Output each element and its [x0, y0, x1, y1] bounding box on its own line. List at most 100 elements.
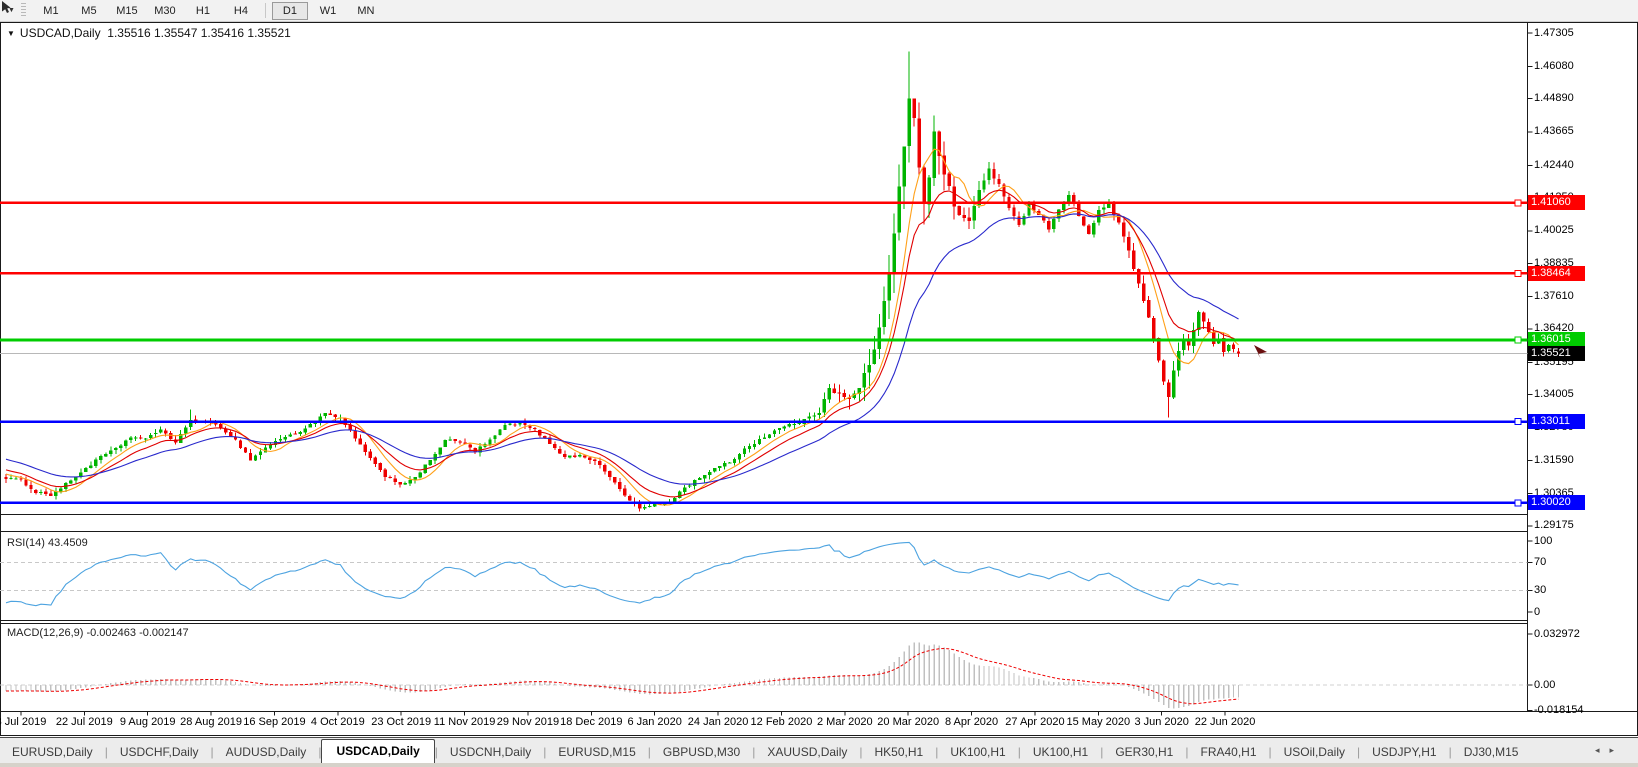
rsi-tick-label: 30: [1534, 584, 1547, 597]
macd-signal-line: [6, 647, 1239, 705]
tab-separator: |: [1356, 745, 1361, 759]
price-tick-label: 1.36420: [1534, 322, 1574, 335]
tab-scroll-left-icon[interactable]: ◂: [1594, 745, 1610, 755]
timeframe-button-m15[interactable]: M15: [116, 4, 138, 17]
tab-eurusd-m15[interactable]: EURUSD,M15: [558, 745, 636, 759]
date-tick-label: 11 Nov 2019: [433, 716, 496, 728]
tab-separator: |: [647, 745, 651, 759]
date-tick-label: 8 Apr 2020: [944, 716, 999, 728]
symbol-dropdown-icon[interactable]: ▼: [7, 29, 15, 38]
hline-price-label: 1.38464: [1528, 265, 1585, 281]
tab-eurusd-daily[interactable]: EURUSD,Daily: [12, 745, 93, 759]
tab-hk50-h1[interactable]: HK50,H1: [874, 745, 924, 759]
macd-tick-label: 0.032972: [1534, 627, 1580, 640]
tab-separator: |: [1268, 745, 1272, 759]
timeframe-button-d1[interactable]: D1: [271, 1, 308, 20]
date-tick-label: 12 Feb 2020: [750, 716, 813, 728]
tab-fra40-h1[interactable]: FRA40,H1: [1200, 745, 1257, 759]
chart-symbol-period: USDCAD,Daily: [19, 26, 101, 40]
timeframe-button-h1[interactable]: H1: [195, 4, 210, 17]
date-tick-label: 23 Oct 2019: [371, 716, 432, 728]
timeframe-button-h4[interactable]: H4: [233, 4, 248, 17]
tab-separator: |: [1100, 745, 1104, 759]
tab-scroll-right-icon[interactable]: ▸: [1609, 745, 1624, 755]
cursor-tool-button[interactable]: ▼: [0, 1, 17, 14]
tab-usdcnh-daily[interactable]: USDCNH,Daily: [449, 745, 532, 759]
macd-tick-label: 0.00: [1534, 678, 1556, 691]
price-tick-label: 1.40025: [1534, 224, 1574, 237]
date-tick-label: 22 Jun 2020: [1194, 716, 1256, 728]
rsi-tick-label: 100: [1534, 534, 1553, 547]
tab-usoil-daily[interactable]: USOil,Daily: [1283, 745, 1345, 759]
rsi-tick-label: 70: [1534, 555, 1547, 568]
tab-dj30-m15[interactable]: DJ30,M15: [1463, 745, 1519, 759]
tab-separator: |: [1185, 745, 1189, 759]
tab-separator: |: [859, 745, 863, 759]
hline-price-label: 1.30020: [1528, 495, 1585, 511]
chevron-down-icon[interactable]: ▼: [8, 7, 15, 14]
date-tick-label: 28 Aug 2019: [180, 716, 242, 728]
hline-price-label: 1.41060: [1528, 195, 1585, 211]
tab-audusd-daily[interactable]: AUDUSD,Daily: [225, 745, 307, 759]
tab-separator: |: [318, 745, 322, 759]
ma-fast-line: [5, 148, 1239, 506]
price-tick-label: 1.34005: [1534, 388, 1574, 401]
timeframe-button-w1[interactable]: W1: [319, 4, 337, 17]
tab-separator: |: [543, 745, 547, 759]
macd-tick-label: -0.018154: [1534, 704, 1584, 716]
tab-ger30-h1[interactable]: GER30,H1: [1115, 745, 1174, 759]
date-tick-label: 6 Jan 2020: [627, 716, 682, 728]
date-tick-label: 3 Jul 2019: [0, 716, 47, 728]
tab-scroll-arrows: ◂▸: [1595, 745, 1624, 756]
tab-gbpusd-m30[interactable]: GBPUSD,M30: [662, 745, 741, 759]
price-tick-label: 1.37610: [1534, 290, 1574, 303]
tab-uk100-h1[interactable]: UK100,H1: [1032, 745, 1089, 759]
price-tick-label: 1.46080: [1534, 59, 1574, 72]
date-tick-label: 24 Jan 2020: [687, 716, 749, 728]
price-tick-label: 1.31590: [1534, 453, 1574, 466]
hline-price-label: 1.33011: [1528, 414, 1585, 430]
date-tick-label: 16 Sep 2019: [243, 716, 306, 728]
tab-uk100-h1[interactable]: UK100,H1: [950, 745, 1006, 759]
timeframe-button-m30[interactable]: M30: [154, 4, 176, 17]
cursor-arrow: [1254, 345, 1267, 359]
tab-separator: |: [935, 745, 939, 759]
timeframe-toolbar: ▼ M1 M5 M15 M30 H1 H4 D1 W1 MN: [0, 0, 1638, 22]
tab-usdcad-daily[interactable]: USDCAD,Daily: [321, 739, 435, 764]
price-tick-label: 1.44890: [1534, 92, 1574, 105]
tab-separator: |: [210, 745, 214, 759]
rsi-tick-label: 0: [1534, 605, 1541, 618]
tab-usdjpy-h1[interactable]: USDJPY,H1: [1372, 745, 1437, 759]
tab-usdchf-daily[interactable]: USDCHF,Daily: [119, 745, 199, 759]
timeframe-button-mn[interactable]: MN: [357, 4, 375, 17]
toolbar-grip: [20, 3, 26, 18]
rsi-line: [5, 541, 1239, 607]
timeframe-buttons: M1 M5 M15 M30 H1 H4 D1 W1 MN: [32, 1, 385, 20]
current-price-label: 1.35521: [1528, 345, 1585, 361]
date-tick-label: 29 Nov 2019: [496, 716, 560, 728]
tab-separator: |: [752, 745, 756, 759]
date-tick-label: 22 Jul 2019: [55, 716, 113, 728]
date-tick-label: 27 Apr 2020: [1005, 716, 1065, 728]
chart-title: ▼ USDCAD,Daily 1.35516 1.35547 1.35416 1.…: [7, 26, 291, 40]
price-tick-label: 1.42440: [1534, 158, 1574, 171]
tab-separator: |: [434, 745, 438, 759]
tab-separator: |: [1448, 745, 1452, 759]
date-tick-label: 9 Aug 2019: [119, 716, 176, 728]
toolbar-separator: [264, 3, 266, 18]
ma-medium-line: [5, 189, 1239, 498]
macd-histogram: [5, 642, 1240, 709]
price-tick-label: 1.43665: [1534, 125, 1574, 138]
timeframe-button-m5[interactable]: M5: [81, 4, 97, 17]
chart-tab-bar: EURUSD,Daily | USDCHF,Daily | AUDUSD,Daily | U…: [0, 737, 1638, 764]
date-tick-label: 4 Oct 2019: [310, 716, 365, 728]
timeframe-button-m1[interactable]: M1: [43, 4, 59, 17]
date-tick-label: 2 Mar 2020: [816, 716, 873, 728]
date-tick-label: 3 Jun 2020: [1134, 716, 1189, 728]
tab-xauusd-daily[interactable]: XAUUSD,Daily: [767, 745, 848, 759]
cursor-arrow-icon: [2, 1, 11, 13]
date-tick-label: 20 Mar 2020: [877, 716, 940, 728]
price-tick-label: 1.29175: [1534, 519, 1574, 532]
